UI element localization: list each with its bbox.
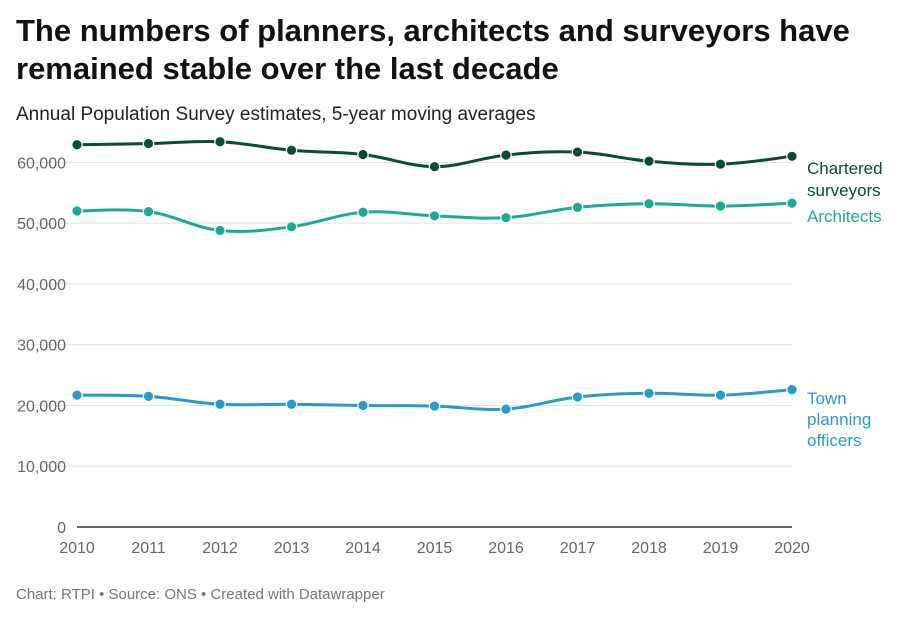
line-chart: 0 10,000 20,000 30,000 40,000 50,000 60,000 20…	[16, 135, 883, 557]
x-tick-label: 2018	[631, 540, 667, 557]
data-point	[786, 150, 798, 163]
x-tick-label: 2012	[202, 540, 238, 557]
y-tick-label: 0	[57, 520, 66, 537]
data-point	[71, 389, 83, 401]
series-chartered-surveyors	[71, 135, 798, 173]
x-tick-label: 2016	[488, 540, 524, 557]
y-tick-label: 30,000	[17, 338, 66, 355]
gridlines	[16, 161, 792, 528]
series-label: Architects	[807, 207, 882, 226]
data-point	[357, 148, 369, 161]
x-tick-label: 2020	[774, 540, 810, 557]
data-point	[643, 155, 655, 167]
data-point	[714, 200, 727, 212]
chart-subtitle: Annual Population Survey estimates, 5-ye…	[16, 104, 536, 125]
data-point	[571, 391, 584, 403]
series-label-line: surveyors	[807, 181, 881, 200]
data-point	[357, 206, 369, 219]
data-point	[500, 149, 512, 161]
data-point	[214, 398, 226, 411]
data-point	[285, 221, 298, 233]
series-label-line: planning	[807, 410, 871, 429]
series-labels: Chartered surveyors Architects Town planning…	[807, 159, 883, 450]
chart-title: The numbers of planners, architects and …	[16, 13, 850, 86]
x-tick-label: 2014	[345, 540, 381, 557]
data-point	[786, 383, 798, 396]
data-point	[214, 135, 226, 148]
series-label-line: Architects	[807, 207, 882, 226]
chart-footer: Chart: RTPI • Source: ONS • Created with…	[16, 586, 385, 603]
y-axis-ticks: 0 10,000 20,000 30,000 40,000 50,000 60,000	[17, 155, 66, 537]
x-axis-ticks: 2010 2011 2012 2013 2014 2015 2016 2017 2018 2019…	[59, 540, 810, 557]
data-point	[285, 144, 298, 157]
series-label-line: Town	[807, 389, 847, 408]
data-point	[71, 138, 83, 151]
data-point	[357, 399, 369, 412]
data-point	[571, 201, 584, 214]
series-label: Town planning officers	[807, 389, 871, 450]
data-point	[285, 398, 298, 411]
y-tick-label: 20,000	[17, 398, 66, 415]
series-label-line: Chartered	[807, 159, 883, 178]
series	[71, 135, 798, 415]
data-point	[786, 197, 798, 209]
data-point	[71, 205, 83, 217]
data-point	[714, 389, 727, 401]
y-tick-label: 60,000	[17, 155, 66, 172]
data-point	[142, 205, 155, 218]
x-tick-label: 2013	[274, 540, 310, 557]
y-tick-label: 50,000	[17, 216, 66, 233]
x-tick-label: 2017	[560, 540, 596, 557]
series-architects	[71, 197, 798, 237]
data-point	[214, 224, 226, 237]
x-tick-label: 2010	[59, 540, 95, 557]
data-point	[428, 400, 441, 412]
data-point	[428, 160, 441, 173]
data-point	[714, 158, 727, 171]
data-point	[571, 146, 584, 158]
data-point	[142, 390, 155, 403]
x-tick-label: 2019	[703, 540, 739, 557]
data-point	[142, 137, 155, 150]
data-point	[500, 211, 512, 224]
data-point	[643, 197, 655, 210]
series-town-planning-officers	[71, 383, 798, 415]
data-point	[428, 210, 441, 222]
data-point	[500, 403, 512, 415]
x-tick-label: 2011	[131, 540, 166, 557]
series-label-line: officers	[807, 431, 862, 450]
y-tick-label: 10,000	[17, 459, 66, 476]
series-label: Chartered surveyors	[807, 159, 883, 200]
x-tick-label: 2015	[417, 540, 453, 557]
data-point	[643, 387, 655, 400]
y-tick-label: 40,000	[17, 277, 66, 294]
